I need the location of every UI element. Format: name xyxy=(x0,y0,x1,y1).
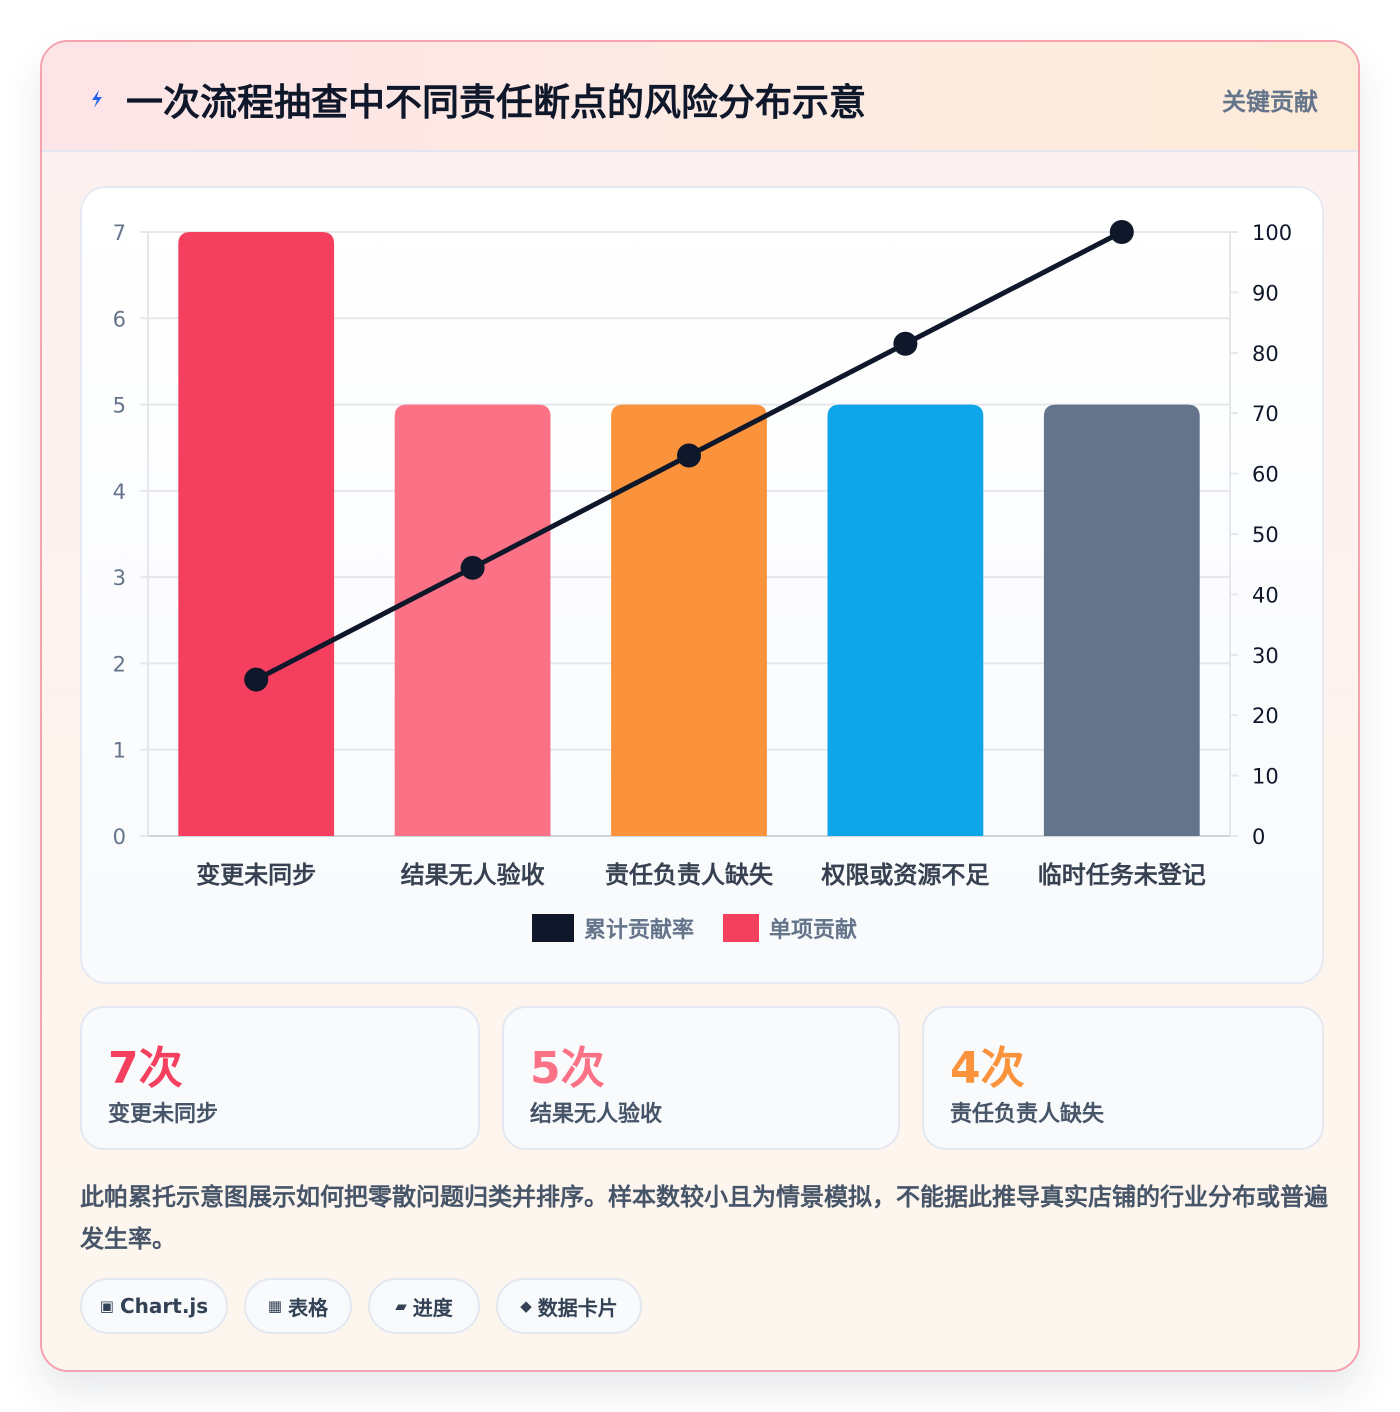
progress-icon: ▰ xyxy=(395,1297,407,1315)
pareto-chart: 0 1 2 3 4 5 6 7 0 10 20 30 40 50 60 70 80 90 100 变更未同步 结果无… xyxy=(113,220,1292,943)
line-point xyxy=(893,331,918,356)
y-right-tick-label: 10 xyxy=(1252,765,1279,789)
tag-label: 进度 xyxy=(412,1295,453,1320)
tag-table[interactable]: ▦ 表格 xyxy=(244,1278,352,1334)
x-tick-label: 权限或资源不足 xyxy=(820,861,989,889)
card-header: 一次流程抽查中不同责任断点的风险分布示意 关键贡献 xyxy=(42,42,1358,152)
y-left-tick-label: 6 xyxy=(113,307,126,331)
y-right-tick-label: 20 xyxy=(1252,704,1279,728)
legend-label: 单项贡献 xyxy=(769,917,857,943)
y-right-tick-label: 80 xyxy=(1252,342,1279,366)
line-point xyxy=(1109,220,1134,244)
chart-panel: 0 1 2 3 4 5 6 7 0 10 20 30 40 50 60 70 80 90 100 变更未同步 结果无… xyxy=(80,186,1324,984)
y-right-tick-label: 40 xyxy=(1252,583,1279,607)
tag-label: 表格 xyxy=(288,1295,329,1320)
tag-chartjs[interactable]: ▣ Chart.js xyxy=(80,1278,228,1334)
stat-label: 责任负责人缺失 xyxy=(950,1102,1105,1127)
y-right-tick-label: 0 xyxy=(1252,825,1265,849)
stat-card-1: 7次 变更未同步 xyxy=(80,1006,480,1150)
header-badge: 关键贡献 xyxy=(1222,88,1318,116)
bar xyxy=(394,404,551,836)
y-left-tick-label: 2 xyxy=(113,652,126,676)
page-title: 一次流程抽查中不同责任断点的风险分布示意 xyxy=(126,81,866,124)
line-point xyxy=(244,667,269,692)
tag-data-card[interactable]: ◆ 数据卡片 xyxy=(496,1278,642,1334)
stat-value: 5次 xyxy=(530,1043,605,1094)
diamond-icon: ◆ xyxy=(520,1297,532,1315)
stat-label: 结果无人验收 xyxy=(530,1102,663,1127)
bar xyxy=(178,232,335,836)
tag-label: 数据卡片 xyxy=(537,1295,618,1320)
bar xyxy=(827,404,984,836)
y-left-tick-label: 0 xyxy=(113,825,126,849)
y-left-tick-label: 3 xyxy=(113,566,126,590)
bar xyxy=(1043,404,1200,836)
x-tick-label: 变更未同步 xyxy=(196,861,316,889)
stat-value: 4次 xyxy=(950,1043,1025,1094)
tag-progress[interactable]: ▰ 进度 xyxy=(368,1278,480,1334)
stat-card-3: 4次 责任负责人缺失 xyxy=(922,1006,1324,1150)
stat-card-2: 5次 结果无人验收 xyxy=(502,1006,900,1150)
line-point xyxy=(460,555,485,580)
y-right-tick-label: 100 xyxy=(1252,221,1292,245)
legend-swatch xyxy=(723,914,759,942)
y-right-tick-label: 50 xyxy=(1252,523,1279,547)
y-right-tick-label: 90 xyxy=(1252,281,1279,305)
chart-note: 此帕累托示意图展示如何把零散问题归类并排序。样本数较小且为情景模拟，不能据此推导… xyxy=(80,1183,1328,1253)
x-tick-label: 责任负责人缺失 xyxy=(605,861,774,889)
lightning-bolt-icon xyxy=(92,90,102,108)
tag-label: Chart.js xyxy=(119,1294,209,1318)
legend-swatch xyxy=(532,914,574,942)
y-left-tick-label: 7 xyxy=(113,221,126,245)
y-right-tick-label: 70 xyxy=(1252,402,1279,426)
y-left-tick-label: 5 xyxy=(113,394,126,418)
stat-value: 7次 xyxy=(108,1043,183,1094)
chart-card: 一次流程抽查中不同责任断点的风险分布示意 关键贡献 0 1 2 3 4 5 6 7 0 10 20… xyxy=(40,40,1360,1372)
bar xyxy=(611,404,767,836)
x-tick-label: 结果无人验收 xyxy=(401,861,545,889)
line-point xyxy=(677,443,701,468)
y-left-tick-label: 1 xyxy=(113,739,126,763)
table-icon: ▦ xyxy=(267,1297,283,1315)
y-right-tick-label: 60 xyxy=(1252,463,1279,487)
chart-icon: ▣ xyxy=(99,1297,114,1315)
y-right-tick-label: 30 xyxy=(1252,644,1279,668)
legend-label: 累计贡献率 xyxy=(584,917,694,943)
stat-label: 变更未同步 xyxy=(108,1102,219,1127)
x-tick-label: 临时任务未登记 xyxy=(1038,861,1206,889)
y-left-tick-label: 4 xyxy=(113,480,126,504)
